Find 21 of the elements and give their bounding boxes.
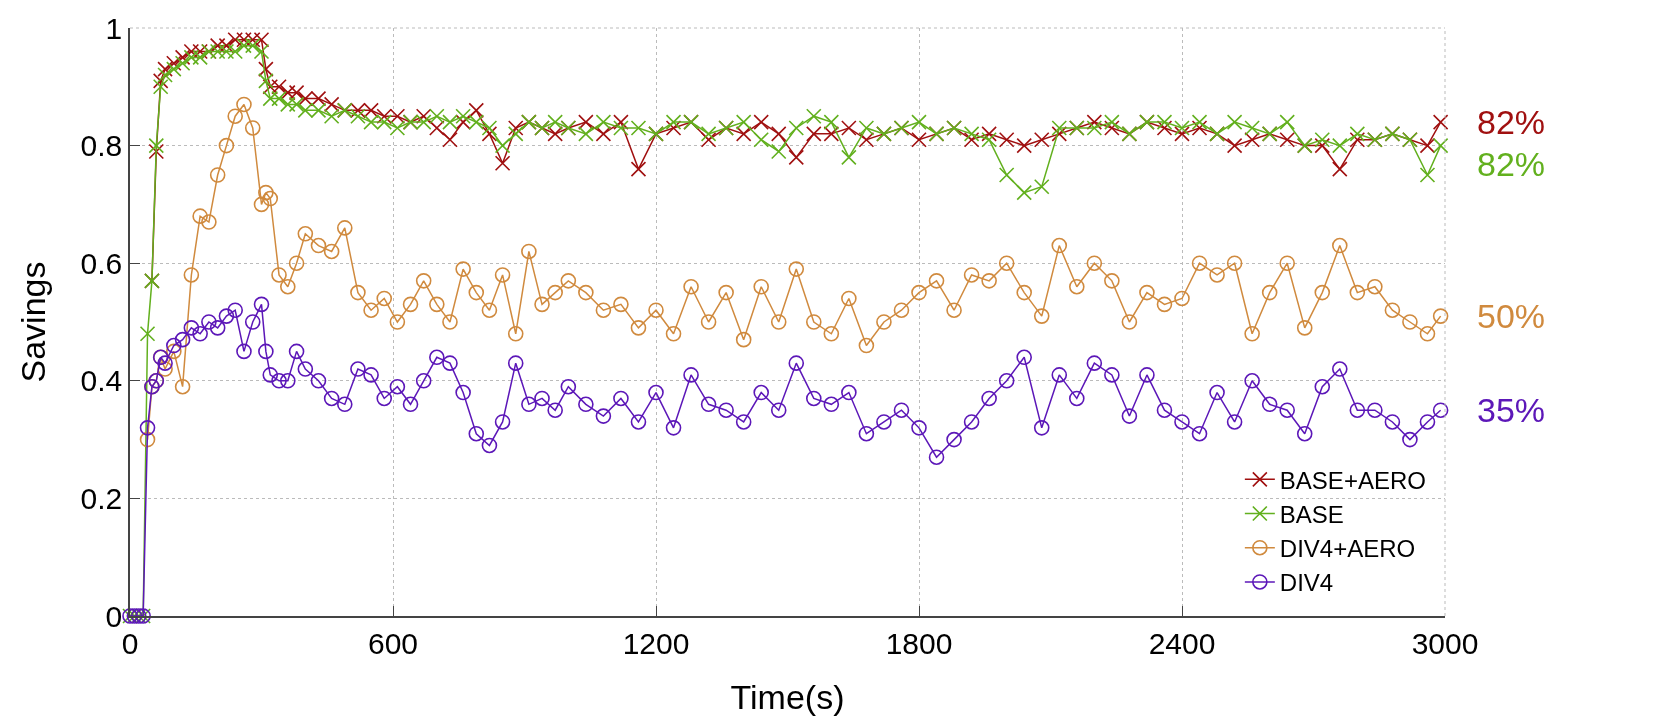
y-tick-label: 0 [105,599,123,633]
y-tick-label: 0.2 [80,481,123,515]
legend-label: BASE [1279,500,1344,528]
y-axis-title: Savings [13,261,52,383]
y-tick-label: 0.4 [80,364,123,398]
x-tick-label: 1200 [622,626,690,660]
y-tick-label: 0.6 [80,246,123,280]
text: 50% [1477,297,1546,335]
text: 82% [1477,103,1546,141]
x-axis-title: Time(s) [730,678,845,716]
text: 35% [1477,391,1546,429]
legend-label: DIV4+AERO [1279,535,1416,563]
x-tick-label: 1800 [885,626,953,660]
legend-label: BASE+AERO [1279,466,1426,494]
text: 82% [1477,145,1546,183]
x-tick-label: 2400 [1148,626,1216,660]
x-tick-label: 600 [367,626,419,660]
legend-label: DIV4 [1279,569,1334,597]
x-tick-label: 3000 [1411,626,1479,660]
y-tick-label: 0.8 [80,129,123,163]
y-tick-label: 1 [105,11,123,45]
